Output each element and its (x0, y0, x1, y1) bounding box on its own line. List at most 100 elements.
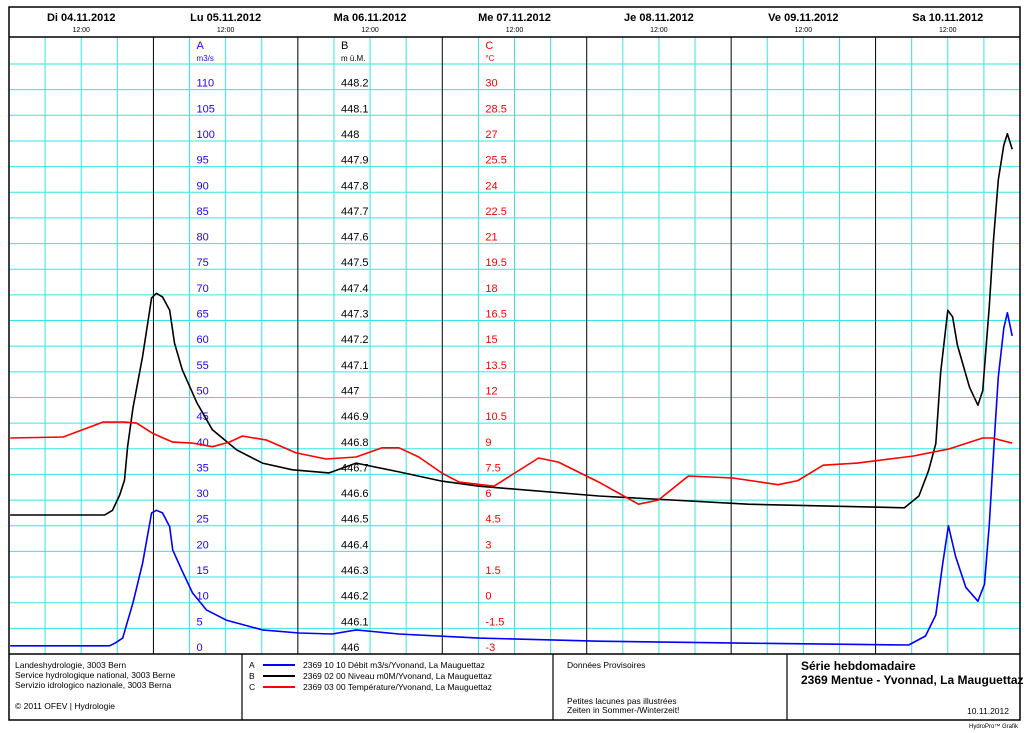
tick-label: 446.9 (341, 411, 369, 423)
tick-label: 447.9 (341, 155, 369, 167)
tick-label: 447.7 (341, 206, 369, 218)
tick-label: 447.4 (341, 283, 369, 295)
tick-label: 24 (485, 180, 497, 192)
tick-label: 7.5 (485, 462, 500, 474)
axis-unit: m3/s (197, 54, 214, 63)
tick-label: 95 (197, 155, 209, 167)
tick-label: 447.5 (341, 257, 369, 269)
tick-label: 105 (197, 103, 215, 115)
tick-label: 447.2 (341, 334, 369, 346)
tick-label: 10.5 (485, 411, 506, 423)
tick-label: 40 (197, 437, 209, 449)
legend-key: C (249, 682, 256, 692)
legend-swatch (263, 686, 295, 688)
grid (9, 37, 1020, 654)
tick-label: 16.5 (485, 309, 506, 321)
day-label: Lu 05.11.2012 (190, 12, 261, 24)
day-time-label: 12:00 (506, 27, 524, 34)
tick-label: 448.2 (341, 78, 369, 90)
tick-label: 30 (197, 488, 209, 500)
tick-label: 20 (197, 539, 209, 551)
tick-label: 447.8 (341, 180, 369, 192)
outer-border (8, 6, 1021, 721)
tick-label: 100 (197, 129, 215, 141)
tick-label: 5 (197, 616, 203, 628)
tick-label: 6 (485, 488, 491, 500)
axis-id-c: C (485, 40, 493, 52)
tick-label: 9 (485, 437, 491, 449)
axis-unit: m ü.M. (341, 54, 365, 63)
legend-label: 2369 02 00 Niveau m0M/Yvonand, La Maugue… (303, 671, 493, 681)
day-label: Sa 10.11.2012 (912, 12, 983, 24)
chart-title: Série hebdomadaire 2369 Mentue - Yvonnad… (801, 659, 1024, 687)
tick-label: 22.5 (485, 206, 506, 218)
water-level-line (10, 133, 1013, 516)
legend-swatch (263, 664, 295, 666)
tick-label: 3 (485, 539, 491, 551)
day-time-label: 12:00 (650, 27, 668, 34)
tick-label: 10 (197, 591, 209, 603)
tick-label: -3 (485, 642, 495, 654)
org-line: Landeshydrologie, 3003 Bern (15, 660, 127, 670)
legend-item-b: B 2369 02 00 Niveau m0M/Yvonand, La Maug… (249, 671, 492, 681)
tick-label: 0 (197, 642, 203, 654)
legend-label: 2369 03 00 Température/Yvonand, La Maugu… (303, 682, 492, 692)
axis-id-b: B (341, 40, 348, 52)
tick-label: 25 (197, 514, 209, 526)
tick-label: 1.5 (485, 565, 500, 577)
legend-item-a: A 2369 10 10 Débit m3/s/Yvonand, La Maug… (249, 660, 485, 670)
tick-label: 65 (197, 309, 209, 321)
station-name: 2369 Mentue - Yvonnad, La Mauguettaz (801, 673, 1024, 687)
legend-key: B (249, 671, 255, 681)
tick-label: 12 (485, 385, 497, 397)
tick-label: 15 (197, 565, 209, 577)
title-text: Série hebdomadaire (801, 659, 916, 673)
tick-label: 4.5 (485, 514, 500, 526)
day-time-label: 12:00 (361, 27, 379, 34)
series-lines (10, 133, 1013, 647)
tick-label: 0 (485, 591, 491, 603)
tick-label: 447.6 (341, 232, 369, 244)
tick-label: 446.3 (341, 565, 369, 577)
day-time-label: 12:00 (72, 27, 90, 34)
tick-label: 446.6 (341, 488, 369, 500)
tick-label: -1.5 (485, 616, 504, 628)
org-line: Servizio idrologico nazionale, 3003 Bern… (15, 680, 172, 690)
tick-label: 446.8 (341, 437, 369, 449)
provisional-note: Données Provisoires (567, 660, 646, 670)
report-date: 10.11.2012 (967, 706, 1009, 716)
axis-tick-labels: Am3/s11010510095908580757065605550454035… (197, 40, 507, 654)
legend-item-c: C 2369 03 00 Température/Yvonand, La Mau… (249, 682, 492, 692)
frame (8, 6, 1021, 721)
tick-label: 85 (197, 206, 209, 218)
tick-label: 35 (197, 462, 209, 474)
tick-label: 19.5 (485, 257, 506, 269)
legend-key: A (249, 660, 255, 670)
note-line: Zeiten in Sommer-/Winterzeit! (567, 705, 680, 715)
tick-label: 45 (197, 411, 209, 423)
day-label: Me 07.11.2012 (478, 12, 551, 24)
tick-label: 446.1 (341, 616, 369, 628)
legend-label: 2369 10 10 Débit m3/s/Yvonand, La Maugue… (303, 660, 485, 670)
note-line: Petites lacunes pas illustrées (567, 696, 677, 706)
legend-swatch (263, 675, 295, 677)
day-time-label: 12:00 (217, 27, 235, 34)
tick-label: 28.5 (485, 103, 506, 115)
temperature-line (10, 421, 1013, 505)
tick-label: 446.4 (341, 539, 369, 551)
axis-unit: °C (485, 54, 494, 63)
tick-label: 25.5 (485, 155, 506, 167)
tick-label: 447.3 (341, 309, 369, 321)
tick-label: 13.5 (485, 360, 506, 372)
day-label: Di 04.11.2012 (47, 12, 116, 24)
day-label: Ma 06.11.2012 (334, 12, 407, 24)
tick-label: 55 (197, 360, 209, 372)
tick-label: 30 (485, 78, 497, 90)
tick-label: 75 (197, 257, 209, 269)
tick-label: 446.5 (341, 514, 369, 526)
tick-label: 448 (341, 129, 359, 141)
tick-label: 447 (341, 385, 359, 397)
tick-label: 80 (197, 232, 209, 244)
tick-label: 446.2 (341, 591, 369, 603)
